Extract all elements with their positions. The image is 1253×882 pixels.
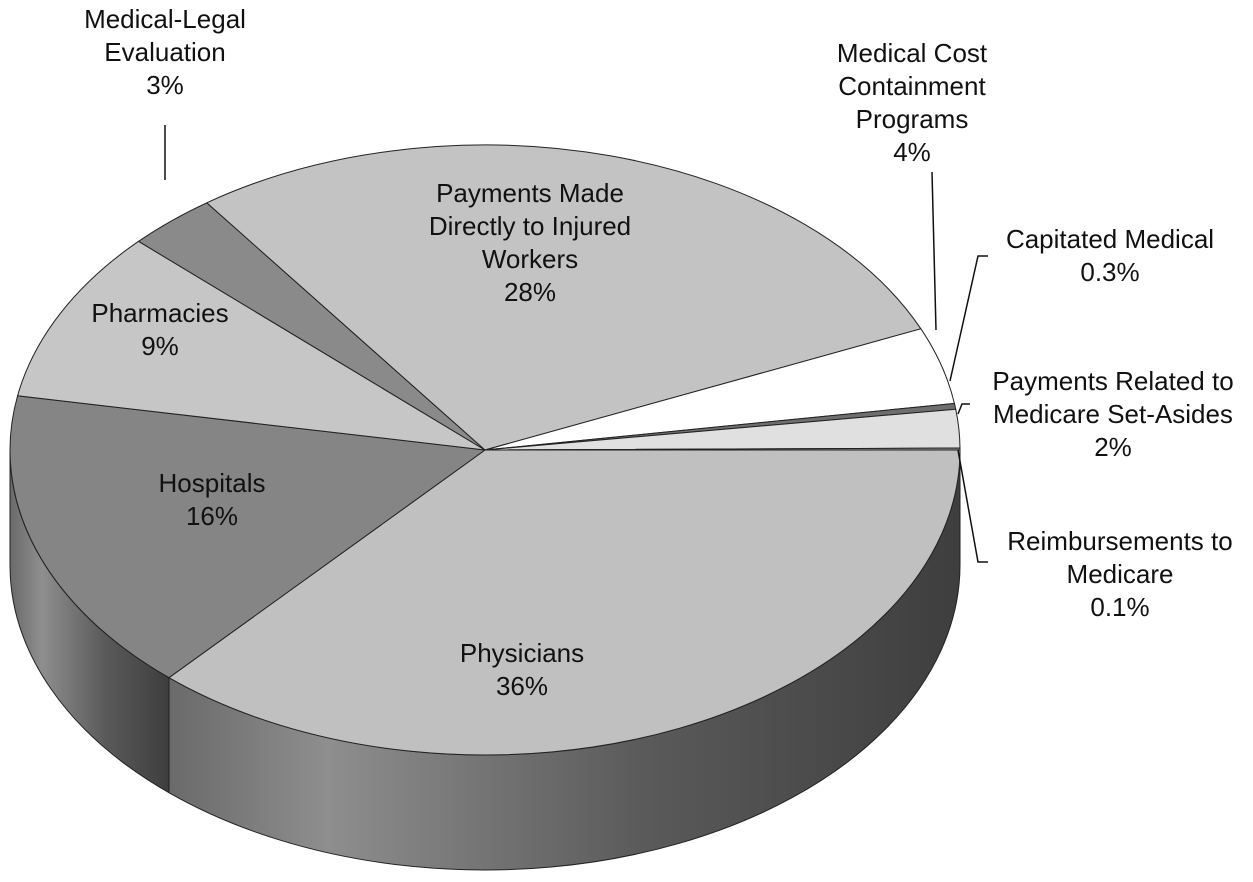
value-label: 2% [1094,432,1132,462]
value-label: 4% [893,137,931,167]
value-label: 16% [186,501,238,531]
value-label: 28% [504,277,556,307]
category-label: Hospitals [159,468,266,498]
leader-line [957,403,970,415]
category-label: Capitated Medical [1006,224,1214,254]
value-label: 3% [146,70,184,100]
value-label: 0.1% [1090,592,1149,622]
pie-slice [484,447,961,451]
category-label: Medical Cost Containment Programs [837,38,988,134]
value-label: 0.3% [1080,257,1139,287]
leader-line [949,255,988,382]
pie-slice [9,395,487,679]
pie-slice [205,144,922,451]
category-label: Reimbursements to Medicare [1007,526,1232,589]
leader-lines [164,125,988,563]
leader-line [957,449,988,563]
category-label: Payments Related to Medicare Set-Asides [992,366,1233,429]
category-label: Medical-Legal Evaluation [84,4,246,67]
pie-tops [9,144,961,756]
leader-line [931,171,937,331]
value-label: 36% [496,671,548,701]
category-label: Physicians [460,638,584,668]
category-label: Payments Made Directly to Injured Workers [429,178,631,274]
pie-slice [16,240,486,451]
pie-slice [168,449,961,756]
value-label: 9% [141,331,179,361]
category-label: Pharmacies [91,298,228,328]
